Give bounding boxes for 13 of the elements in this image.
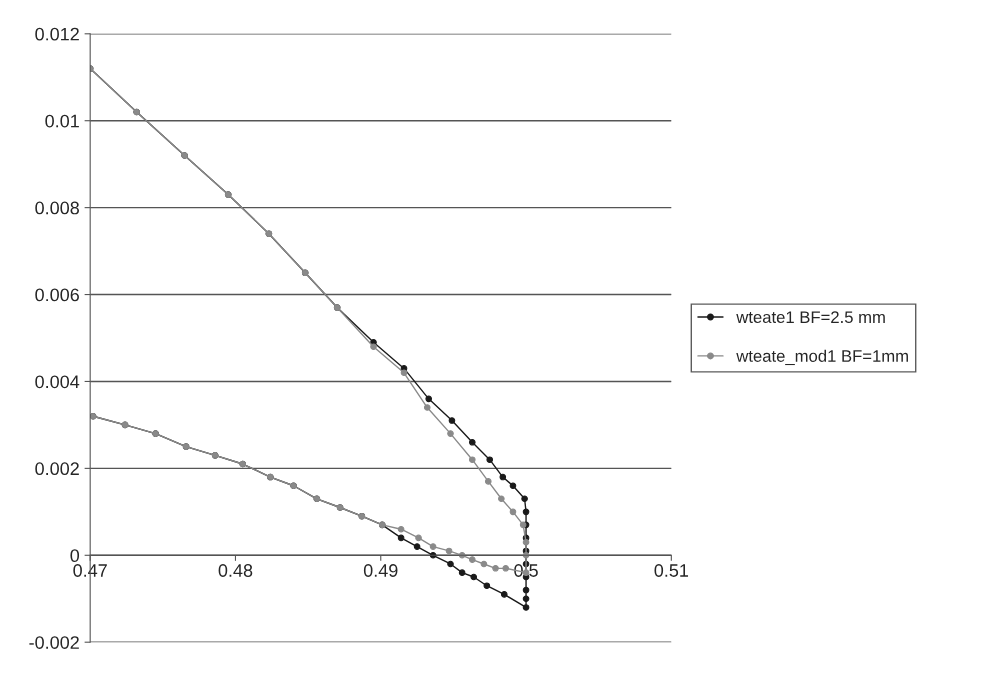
x-tick-label: 0.51 (654, 564, 689, 577)
x-tick-label: 0.49 (363, 564, 398, 577)
legend-label: wteate1 BF=2.5 mm (736, 311, 885, 324)
y-tick-label: 0.012 (35, 27, 79, 41)
legend-label: wteate_mod1 BF=1mm (736, 349, 908, 366)
y-tick-label: 0.002 (35, 462, 79, 476)
y-tick-label: 0.008 (35, 201, 79, 215)
y-tick-label: 0.006 (35, 288, 79, 302)
y-tick-label: 0.01 (45, 114, 79, 128)
y-tick-label: 0 (70, 549, 80, 563)
y-tick-label: 0.004 (35, 375, 80, 389)
y-tick-label: -0.002 (29, 636, 79, 649)
x-tick-label: 0.48 (218, 564, 253, 577)
